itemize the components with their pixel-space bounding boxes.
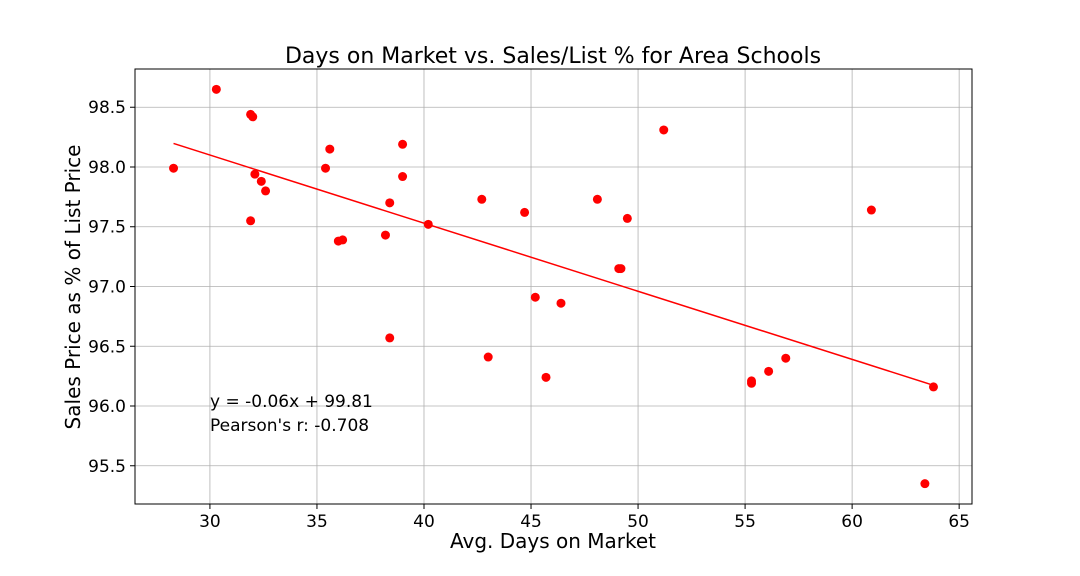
x-tick-label: 55 xyxy=(734,512,756,532)
data-point xyxy=(520,207,530,217)
data-point xyxy=(423,219,433,229)
data-point xyxy=(398,172,408,182)
data-point xyxy=(477,194,487,204)
pearson-r-annotation: Pearson's r: -0.708 xyxy=(210,416,369,436)
data-point xyxy=(781,353,791,363)
data-point xyxy=(321,163,331,173)
data-point xyxy=(398,139,408,149)
data-point xyxy=(541,372,551,382)
x-axis-label: Avg. Days on Market xyxy=(450,529,656,553)
x-tick-label: 65 xyxy=(948,512,970,532)
x-tick-label: 40 xyxy=(413,512,435,532)
data-point xyxy=(928,382,938,392)
data-point xyxy=(764,366,774,376)
x-tick-label: 45 xyxy=(520,512,542,532)
data-point xyxy=(250,169,260,179)
y-tick-label: 97.5 xyxy=(88,218,126,238)
data-point xyxy=(246,216,256,226)
y-tick-label: 98.5 xyxy=(88,98,126,118)
y-axis-ticks: 95.5 96.0 96.5 97.0 97.5 98.0 98.5 xyxy=(88,98,135,477)
data-point xyxy=(556,298,566,308)
y-tick-label: 96.0 xyxy=(88,397,126,417)
y-tick-label: 98.0 xyxy=(88,158,126,178)
trend-line xyxy=(173,142,934,386)
data-point xyxy=(530,292,540,302)
data-point xyxy=(169,163,179,173)
data-point xyxy=(483,352,493,362)
x-tick-label: 60 xyxy=(841,512,863,532)
data-point xyxy=(211,84,221,94)
x-tick-label: 35 xyxy=(306,512,328,532)
regression-equation: y = -0.06x + 99.81 xyxy=(210,392,373,412)
data-point xyxy=(592,194,602,204)
y-tick-label: 95.5 xyxy=(88,457,126,477)
data-point xyxy=(385,333,395,343)
data-point xyxy=(616,264,626,274)
data-point xyxy=(659,125,669,135)
data-point xyxy=(261,186,271,196)
data-point xyxy=(622,213,632,223)
chart-title: Days on Market vs. Sales/List % for Area… xyxy=(285,44,821,69)
y-axis-label: Sales Price as % of List Price xyxy=(61,145,85,430)
data-point xyxy=(256,176,266,186)
data-point xyxy=(248,112,258,122)
data-point xyxy=(385,198,395,208)
data-point xyxy=(866,205,876,215)
x-tick-label: 30 xyxy=(199,512,221,532)
x-axis-ticks: 30 35 40 45 50 55 60 65 xyxy=(199,504,970,532)
x-tick-label: 50 xyxy=(627,512,649,532)
gridlines xyxy=(135,69,972,504)
data-point xyxy=(747,378,757,388)
data-point xyxy=(380,230,390,240)
data-point xyxy=(338,235,348,245)
data-point xyxy=(920,479,930,489)
data-point xyxy=(325,144,335,154)
y-tick-label: 97.0 xyxy=(88,278,126,298)
data-points xyxy=(169,84,938,489)
y-tick-label: 96.5 xyxy=(88,337,126,357)
